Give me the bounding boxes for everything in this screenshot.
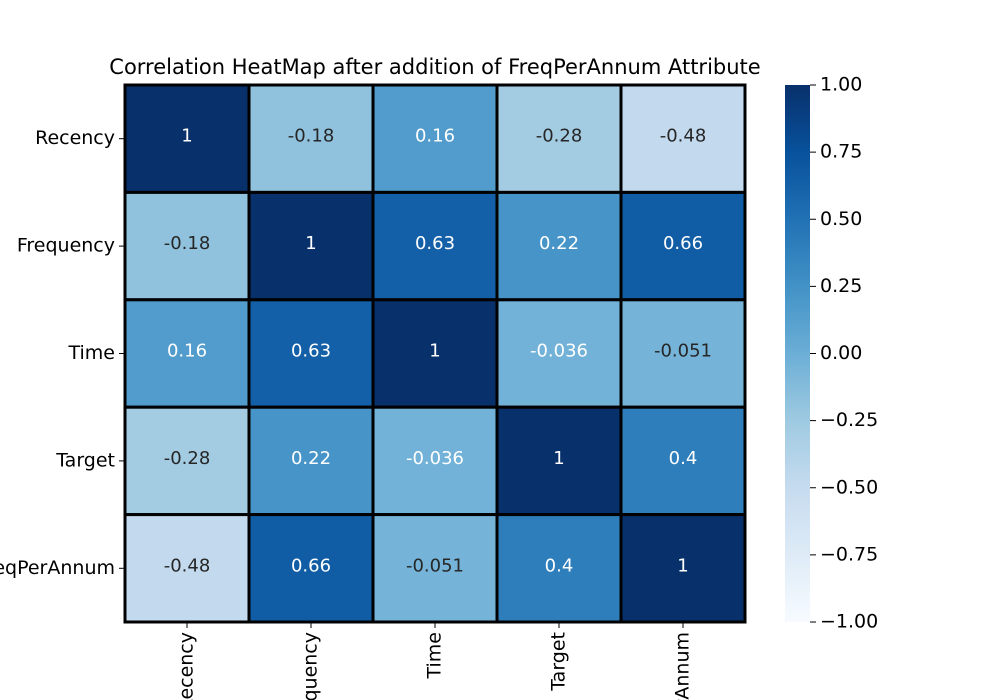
y-tick-label: Frequency bbox=[17, 235, 115, 257]
cell-label: 0.63 bbox=[291, 341, 331, 362]
cell-label: -0.48 bbox=[164, 555, 211, 576]
cell-label: 1 bbox=[553, 448, 564, 469]
colorbar-tick-label: −1.00 bbox=[820, 611, 878, 633]
colorbar-tick-label: −0.50 bbox=[820, 476, 878, 498]
heatmap-cell bbox=[247, 83, 375, 194]
heatmap-cell bbox=[371, 405, 499, 517]
cell-label: 0.4 bbox=[545, 555, 574, 576]
heatmap-cell bbox=[495, 298, 623, 409]
cell-label: -0.28 bbox=[536, 126, 583, 147]
cell-label: 0.4 bbox=[669, 448, 698, 469]
y-tick-label: Time bbox=[68, 342, 116, 364]
cell-label: 1 bbox=[305, 233, 316, 254]
heatmap-cell bbox=[247, 405, 375, 517]
heatmap-cell bbox=[619, 190, 747, 302]
x-tick-label: FreqPerAnnum bbox=[672, 632, 694, 700]
cell-label: 0.63 bbox=[415, 233, 455, 254]
cell-label: 0.66 bbox=[291, 555, 331, 576]
cell-label: 0.16 bbox=[167, 341, 207, 362]
heatmap-cell bbox=[247, 298, 375, 409]
cell-label: -0.051 bbox=[406, 555, 464, 576]
cell-label: 0.66 bbox=[663, 233, 703, 254]
cell-label: 1 bbox=[181, 126, 192, 147]
colorbar-tick-label: 0.25 bbox=[820, 275, 862, 297]
cell-label: 0.22 bbox=[539, 233, 579, 254]
cell-label: -0.48 bbox=[660, 126, 707, 147]
cell-label: 1 bbox=[677, 555, 688, 576]
cell-label: -0.28 bbox=[164, 448, 211, 469]
cell-label: 0.22 bbox=[291, 448, 331, 469]
y-tick-label: Recency bbox=[35, 127, 115, 149]
y-tick-label: Target bbox=[55, 449, 115, 471]
x-tick-label: Frequency bbox=[300, 632, 322, 700]
heatmap-cell bbox=[371, 513, 499, 624]
heatmap-cell bbox=[495, 405, 623, 517]
heatmap-cell bbox=[619, 405, 747, 517]
cell-label: -0.036 bbox=[406, 448, 464, 469]
colorbar-tick-label: −0.25 bbox=[820, 409, 878, 431]
y-tick-label: FreqPerAnnum bbox=[0, 557, 115, 579]
chart-title: Correlation HeatMap after addition of Fr… bbox=[109, 55, 760, 79]
heatmap-cell bbox=[247, 513, 375, 624]
heatmap-cell bbox=[123, 513, 251, 624]
colorbar-tick-label: −0.75 bbox=[820, 543, 878, 565]
colorbar-tick-label: 0.75 bbox=[820, 141, 862, 163]
cell-label: 0.16 bbox=[415, 126, 455, 147]
cell-label: -0.18 bbox=[164, 233, 211, 254]
colorbar-tick-label: 1.00 bbox=[820, 74, 862, 96]
cell-label: -0.051 bbox=[654, 341, 712, 362]
x-tick-label: Time bbox=[424, 632, 446, 680]
cell-label: 1 bbox=[429, 341, 440, 362]
heatmap-cell bbox=[371, 190, 499, 302]
x-tick-label: Recency bbox=[176, 632, 198, 700]
cell-label: -0.18 bbox=[288, 126, 335, 147]
cell-label: -0.036 bbox=[530, 341, 588, 362]
colorbar-tick-label: 0.50 bbox=[820, 208, 862, 230]
x-tick-label: Target bbox=[548, 632, 570, 692]
colorbar bbox=[785, 85, 810, 622]
colorbar-tick-label: 0.00 bbox=[820, 342, 862, 364]
